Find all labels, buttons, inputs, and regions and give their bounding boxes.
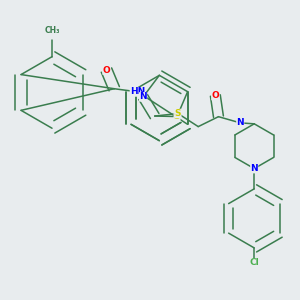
Text: N: N <box>250 164 258 173</box>
Text: CH₃: CH₃ <box>44 26 60 35</box>
Text: O: O <box>103 66 110 75</box>
Text: O: O <box>212 91 219 100</box>
Text: S: S <box>174 112 180 121</box>
Text: HN: HN <box>130 87 145 96</box>
Text: S: S <box>175 109 181 118</box>
Text: N: N <box>236 118 244 127</box>
Text: N: N <box>139 92 147 101</box>
Text: Cl: Cl <box>249 258 259 267</box>
